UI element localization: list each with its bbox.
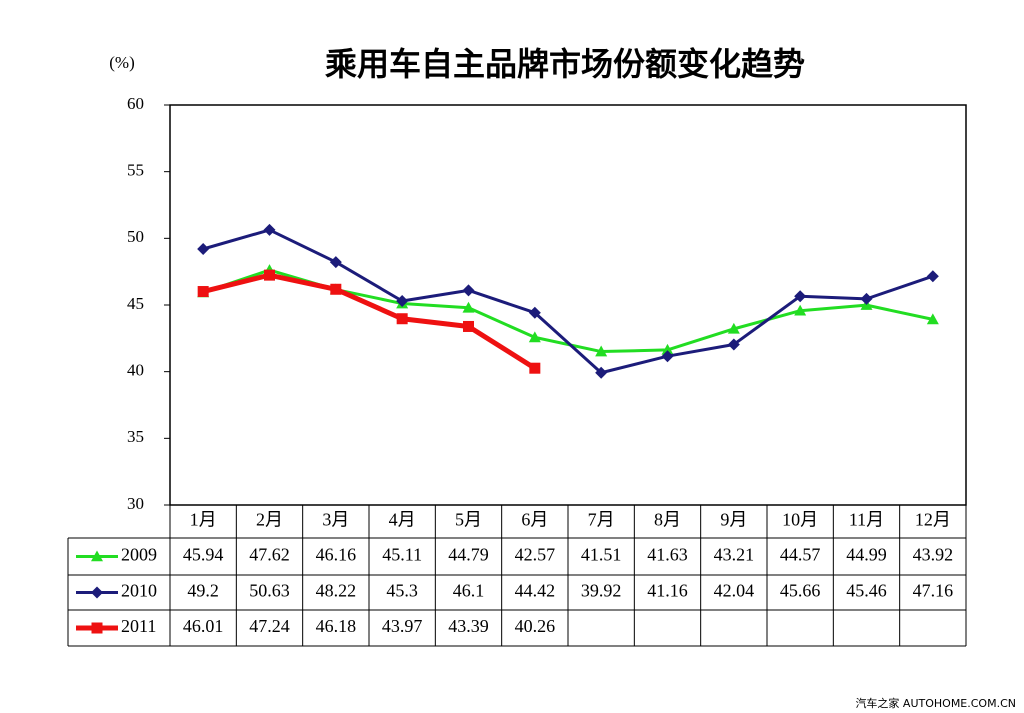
- table-value: 43.21: [714, 545, 755, 565]
- marker: [197, 243, 210, 255]
- y-unit: (%): [109, 53, 134, 72]
- table-value: 47.62: [249, 545, 290, 565]
- y-tick-label: 55: [127, 161, 144, 180]
- table-value: 46.01: [183, 616, 224, 636]
- marker: [264, 269, 275, 281]
- x-tick-label: 9月: [720, 510, 747, 530]
- marker: [396, 313, 408, 325]
- table-value: 43.92: [913, 545, 954, 565]
- marker: [727, 322, 740, 334]
- y-tick-label: 45: [127, 294, 144, 313]
- x-tick-label: 6月: [521, 510, 548, 530]
- table-value: 45.66: [780, 581, 821, 601]
- marker: [197, 286, 209, 298]
- marker: [462, 284, 475, 297]
- marker: [396, 295, 409, 307]
- series-line: [202, 272, 537, 371]
- marker: [91, 586, 103, 599]
- table-value: 44.42: [515, 581, 556, 601]
- table-value: 39.92: [581, 581, 622, 601]
- marker: [661, 350, 674, 363]
- marker: [595, 366, 608, 379]
- marker: [926, 270, 939, 283]
- table-value: 46.16: [316, 545, 357, 565]
- table-value: 41.63: [647, 545, 688, 565]
- marker: [528, 331, 541, 343]
- table-value: 47.16: [913, 581, 954, 601]
- x-tick-label: 4月: [389, 510, 416, 530]
- table-value: 45.94: [183, 545, 224, 565]
- marker: [794, 290, 807, 303]
- table-value: 43.97: [382, 616, 423, 636]
- marker: [529, 362, 541, 374]
- y-tick-label: 40: [127, 361, 144, 380]
- chart-title: 乘用车自主品牌市场份额变化趋势: [325, 45, 805, 83]
- marker: [661, 343, 674, 355]
- marker: [463, 320, 474, 332]
- marker: [595, 345, 608, 357]
- marker: [263, 223, 276, 236]
- marker: [462, 301, 475, 313]
- watermark: 汽车之家 AUTOHOME.COM.CN: [855, 696, 1016, 710]
- table-value: 41.16: [647, 581, 688, 601]
- x-tick-label: 10月: [782, 510, 818, 530]
- legend-label: 2011: [121, 616, 156, 636]
- series-line: [202, 228, 934, 375]
- table-value: 41.51: [581, 545, 622, 565]
- table-value: 42.57: [515, 545, 556, 565]
- marker: [91, 622, 103, 634]
- x-tick-label: 3月: [322, 510, 349, 530]
- table-value: 50.63: [249, 581, 290, 601]
- table-value: 48.22: [316, 581, 357, 601]
- table-value: 46.18: [316, 616, 357, 636]
- y-tick-label: 30: [127, 494, 144, 513]
- x-tick-label: 7月: [588, 510, 615, 530]
- x-tick-label: 2月: [256, 510, 283, 530]
- x-tick-label: 5月: [455, 510, 482, 530]
- marker: [727, 338, 740, 351]
- x-tick-label: 8月: [654, 510, 681, 530]
- table-value: 46.1: [453, 581, 485, 601]
- table-value: 43.39: [448, 616, 489, 636]
- marker: [926, 313, 939, 325]
- table-value: 44.99: [846, 545, 887, 565]
- marker: [330, 283, 342, 295]
- table-value: 45.3: [386, 581, 418, 601]
- marker: [329, 256, 342, 269]
- marker: [860, 292, 873, 305]
- table-value: 40.26: [515, 616, 556, 636]
- x-tick-label: 12月: [915, 510, 951, 530]
- table-value: 45.46: [846, 581, 887, 601]
- y-tick-label: 50: [127, 227, 144, 246]
- y-tick-label: 60: [127, 94, 144, 113]
- table-value: 47.24: [249, 616, 290, 636]
- x-tick-label: 11月: [849, 510, 884, 530]
- legend-label: 2010: [121, 581, 157, 601]
- legend-label: 2009: [121, 545, 157, 565]
- plot-border: [169, 104, 967, 506]
- x-tick-label: 1月: [190, 510, 217, 530]
- table-value: 45.11: [382, 545, 422, 565]
- table-value: 49.2: [187, 581, 219, 601]
- marker: [794, 304, 807, 316]
- marker: [91, 550, 103, 562]
- table-value: 42.04: [714, 581, 755, 601]
- table-value: 44.79: [448, 545, 489, 565]
- marker: [528, 306, 541, 319]
- y-tick-label: 35: [127, 427, 144, 446]
- table-value: 44.57: [780, 545, 821, 565]
